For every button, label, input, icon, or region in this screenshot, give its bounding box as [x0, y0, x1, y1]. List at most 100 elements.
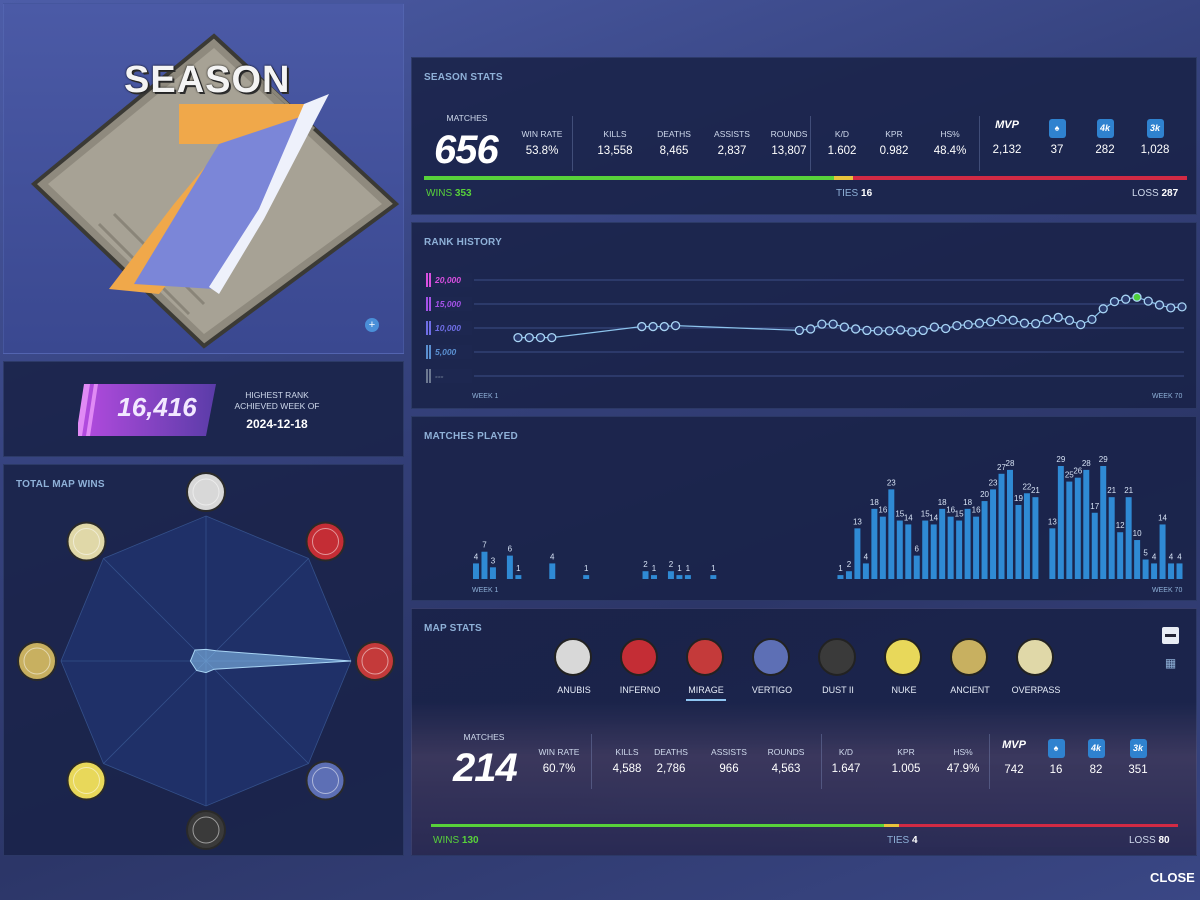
- stat-value: 2,837: [717, 145, 747, 157]
- badge-value: 16: [1049, 764, 1063, 776]
- rank-point: [895, 325, 906, 335]
- highest-rank-label: HIGHEST RANK ACHIEVED WEEK OF: [234, 390, 320, 411]
- match-bar-label: 15: [895, 510, 904, 519]
- tab-dust-ii[interactable]: DUST II: [806, 632, 870, 702]
- tab-mirage[interactable]: MIRAGE: [674, 632, 738, 702]
- rank-point: [1087, 314, 1097, 325]
- stat-win-rate: WIN RATE 60.7%: [529, 747, 589, 775]
- match-bar-label: 4: [1177, 552, 1182, 561]
- match-bar: [684, 575, 691, 579]
- matches-x-start: WEEK 1: [472, 587, 499, 594]
- stat-label: ASSISTS: [714, 129, 750, 139]
- tab-ancient[interactable]: ANCIENT: [938, 632, 1002, 702]
- rank-point: [1121, 294, 1131, 304]
- match-bar-label: 16: [878, 506, 887, 515]
- view-grid-button[interactable]: ▦: [1164, 656, 1177, 670]
- stat-label: K/D: [838, 747, 854, 757]
- map-wins-panel: TOTAL MAP WINS: [3, 464, 404, 856]
- match-bar: [583, 575, 590, 579]
- match-bar: [473, 563, 479, 579]
- match-bar-label: 13: [853, 517, 862, 526]
- stat-k-d: K/D 1.647: [816, 747, 876, 775]
- match-bar: [710, 575, 717, 579]
- tab-vertigo[interactable]: VERTIGO: [740, 632, 804, 702]
- rank-point: [1154, 300, 1165, 310]
- stat-rounds: ROUNDS 13,807: [759, 129, 819, 157]
- badge-0: MVP 742: [989, 739, 1039, 776]
- ties-bar: [834, 176, 853, 180]
- 4k-badge-icon: 4k: [1096, 119, 1114, 138]
- match-bar: [1168, 563, 1175, 579]
- stat-label: ASSISTS: [711, 747, 747, 757]
- match-bar-label: 29: [1099, 455, 1108, 464]
- match-bar: [1015, 504, 1022, 579]
- stat-value: 53.8%: [525, 145, 559, 157]
- tab-label: DUST II: [822, 685, 854, 695]
- match-bar: [981, 501, 988, 579]
- badge-1: ♠ 37: [1032, 119, 1082, 156]
- tab-anubis[interactable]: ANUBIS: [542, 632, 606, 702]
- stat-value: 1.602: [827, 145, 857, 157]
- tab-overpass[interactable]: OVERPASS: [1004, 632, 1068, 702]
- match-bar-label: 1: [584, 564, 589, 573]
- match-bar: [837, 575, 844, 579]
- match-bar: [871, 508, 878, 579]
- match-bar-label: 15: [955, 510, 964, 519]
- match-bar-label: 28: [1006, 459, 1015, 468]
- match-bar: [947, 516, 954, 579]
- map-loss-label: LOSS 80: [1129, 835, 1170, 846]
- stat-label: KPR: [885, 129, 903, 139]
- rank-point: [952, 320, 962, 331]
- match-bar-label: 16: [946, 506, 955, 515]
- zoom-in-icon[interactable]: +: [365, 318, 379, 332]
- overpass-icon: [1016, 638, 1054, 676]
- stat-value: 1.647: [831, 763, 861, 775]
- tab-inferno[interactable]: INFERNO: [608, 632, 672, 702]
- stat-value: 4,588: [612, 763, 642, 775]
- match-bar-label: 4: [1169, 552, 1174, 561]
- stat-kpr: KPR 0.982: [864, 129, 924, 157]
- tab-label: VERTIGO: [751, 685, 793, 695]
- 3k-badge-icon: 3k: [1146, 119, 1164, 138]
- tab-nuke[interactable]: NUKE: [872, 632, 936, 702]
- rank-point: [535, 332, 546, 343]
- match-bar: [1057, 466, 1064, 579]
- map-ties-label: TIES 4: [887, 835, 918, 846]
- close-button[interactable]: CLOSE: [1150, 870, 1195, 885]
- stat-assists: ASSISTS 2,837: [702, 129, 762, 157]
- inferno-icon: [620, 638, 658, 676]
- rank-point: [1098, 304, 1108, 314]
- badge-value: 282: [1095, 144, 1115, 156]
- match-bar-label: 14: [929, 513, 938, 522]
- stat-label: HS%: [940, 129, 960, 139]
- map-stats-panel: MAP STATS ▦: [411, 608, 1197, 856]
- view-single-button[interactable]: [1162, 627, 1179, 644]
- map-stats-title: MAP STATS: [424, 623, 482, 634]
- match-bar-label: 2: [847, 560, 852, 569]
- match-bar: [1159, 524, 1166, 579]
- tab-label: INFERNO: [619, 685, 661, 695]
- match-bar: [1142, 559, 1149, 579]
- mvp-star-icon: MVP: [1002, 739, 1026, 751]
- match-bar: [973, 516, 980, 579]
- matches-x-end: WEEK 70: [1152, 587, 1183, 594]
- stat-label: DEATHS: [654, 747, 688, 757]
- stat-label: DEATHS: [657, 129, 691, 139]
- match-bar: [1049, 528, 1056, 579]
- match-bar: [1074, 477, 1081, 579]
- rank-point: [850, 324, 861, 334]
- loss-bar: [852, 176, 1187, 180]
- match-bar: [1125, 497, 1132, 579]
- map-wins-title: TOTAL MAP WINS: [16, 479, 105, 490]
- rank-point: [1166, 303, 1176, 313]
- stat-kills: KILLS 4,588: [597, 747, 657, 775]
- match-bar-label: 19: [1014, 494, 1023, 503]
- badge-3: 3k 351: [1113, 739, 1163, 776]
- stat-hs-: HS% 47.9%: [933, 747, 993, 775]
- match-bar-label: 1: [711, 564, 716, 573]
- map-stats-detail: MATCHES 214 WIN RATE 60.7% KILLS 4,588 DEATH…: [411, 700, 1197, 856]
- match-bar: [1108, 497, 1115, 579]
- match-bar-label: 14: [1158, 513, 1167, 522]
- rank-point: [907, 327, 917, 337]
- stat-deaths: DEATHS 8,465: [644, 129, 704, 157]
